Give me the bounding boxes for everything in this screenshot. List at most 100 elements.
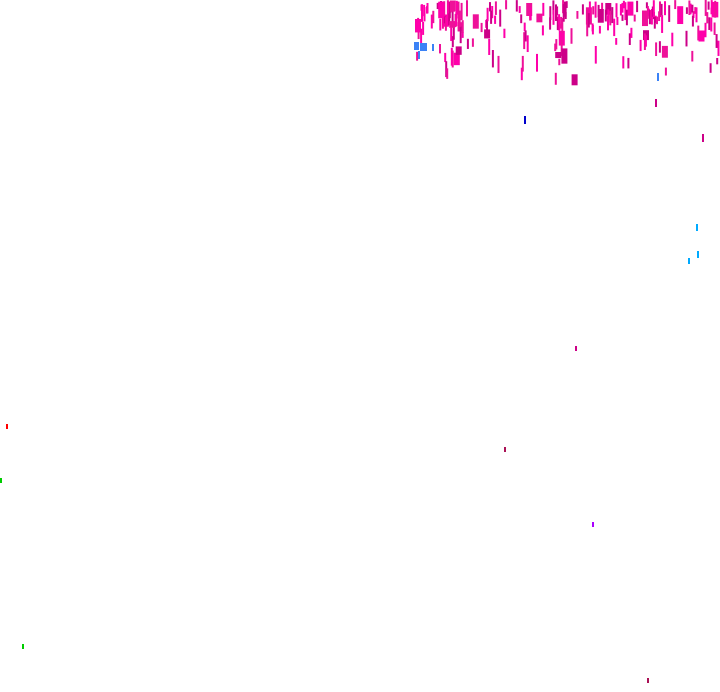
mark [655, 42, 658, 57]
mark [524, 116, 526, 124]
mark [445, 16, 448, 25]
mark [6, 424, 8, 429]
mark [622, 56, 625, 69]
mark [455, 0, 458, 15]
mark [597, 9, 604, 23]
mark [562, 4, 565, 22]
mark [659, 1, 661, 18]
mark [521, 55, 524, 72]
mark [697, 251, 699, 258]
mark [451, 36, 454, 48]
mark [613, 18, 616, 37]
mark [526, 3, 533, 16]
mark [625, 9, 628, 26]
mark [417, 29, 420, 40]
mark [570, 28, 573, 44]
mark [518, 6, 521, 13]
mark [448, 13, 451, 26]
mark [541, 25, 544, 36]
mark [704, 0, 707, 16]
mark [645, 2, 648, 9]
mark [520, 14, 523, 24]
mark [628, 33, 631, 45]
mark [458, 10, 461, 28]
mark [455, 12, 458, 27]
mark [439, 44, 441, 54]
mark [611, 7, 614, 24]
mark [658, 41, 661, 53]
mark [695, 7, 698, 23]
mark [592, 6, 595, 15]
mark [587, 13, 590, 28]
mark [656, 16, 658, 25]
mark [689, 3, 692, 15]
mark [450, 47, 453, 66]
mark [564, 12, 567, 20]
mark [453, 52, 460, 66]
mark [542, 2, 545, 16]
mark [455, 46, 462, 55]
mark [643, 30, 649, 41]
mark [716, 58, 719, 65]
mark [555, 52, 562, 59]
mark [592, 522, 594, 527]
mark [449, 0, 456, 12]
mark [447, 4, 450, 22]
mark [451, 11, 454, 25]
mark [552, 9, 555, 25]
mark [558, 14, 561, 25]
mark [457, 1, 460, 19]
mark [565, 1, 568, 8]
mark [415, 19, 421, 33]
mark [607, 15, 609, 31]
mark [674, 0, 677, 10]
mark [586, 20, 589, 37]
mark [605, 3, 612, 15]
mark [688, 0, 691, 15]
mark [652, 0, 655, 18]
mark [622, 0, 625, 9]
mark [661, 15, 664, 33]
mark [621, 2, 624, 13]
mark [505, 0, 508, 10]
mark [529, 7, 532, 21]
mark [432, 10, 435, 24]
mark [709, 63, 712, 73]
mark [594, 1, 597, 18]
mark [436, 2, 439, 10]
mark [489, 2, 491, 12]
mark [418, 51, 420, 59]
mark [571, 74, 578, 86]
mark [581, 4, 584, 15]
mark [708, 17, 711, 30]
mark [691, 4, 694, 13]
mark [536, 53, 538, 72]
mark [523, 32, 526, 50]
mark [609, 10, 612, 26]
mark [422, 21, 425, 35]
mark [446, 68, 449, 79]
mark [655, 99, 657, 107]
mark [449, 21, 456, 28]
mark [647, 678, 649, 683]
mark [627, 1, 634, 16]
mark [430, 14, 433, 29]
mark [594, 46, 597, 64]
mark [644, 35, 647, 47]
mark [561, 48, 568, 64]
mark [706, 12, 709, 24]
mark [653, 17, 656, 29]
mark [704, 22, 707, 38]
mark [526, 35, 529, 53]
mark [564, 1, 566, 17]
mark [486, 19, 488, 33]
mark [554, 72, 557, 85]
mark [717, 40, 720, 56]
mark [627, 57, 630, 69]
mark [710, 7, 713, 15]
mark [444, 52, 447, 63]
mark [576, 11, 579, 19]
mark [459, 26, 462, 44]
mark [558, 23, 561, 31]
mark [619, 4, 622, 16]
